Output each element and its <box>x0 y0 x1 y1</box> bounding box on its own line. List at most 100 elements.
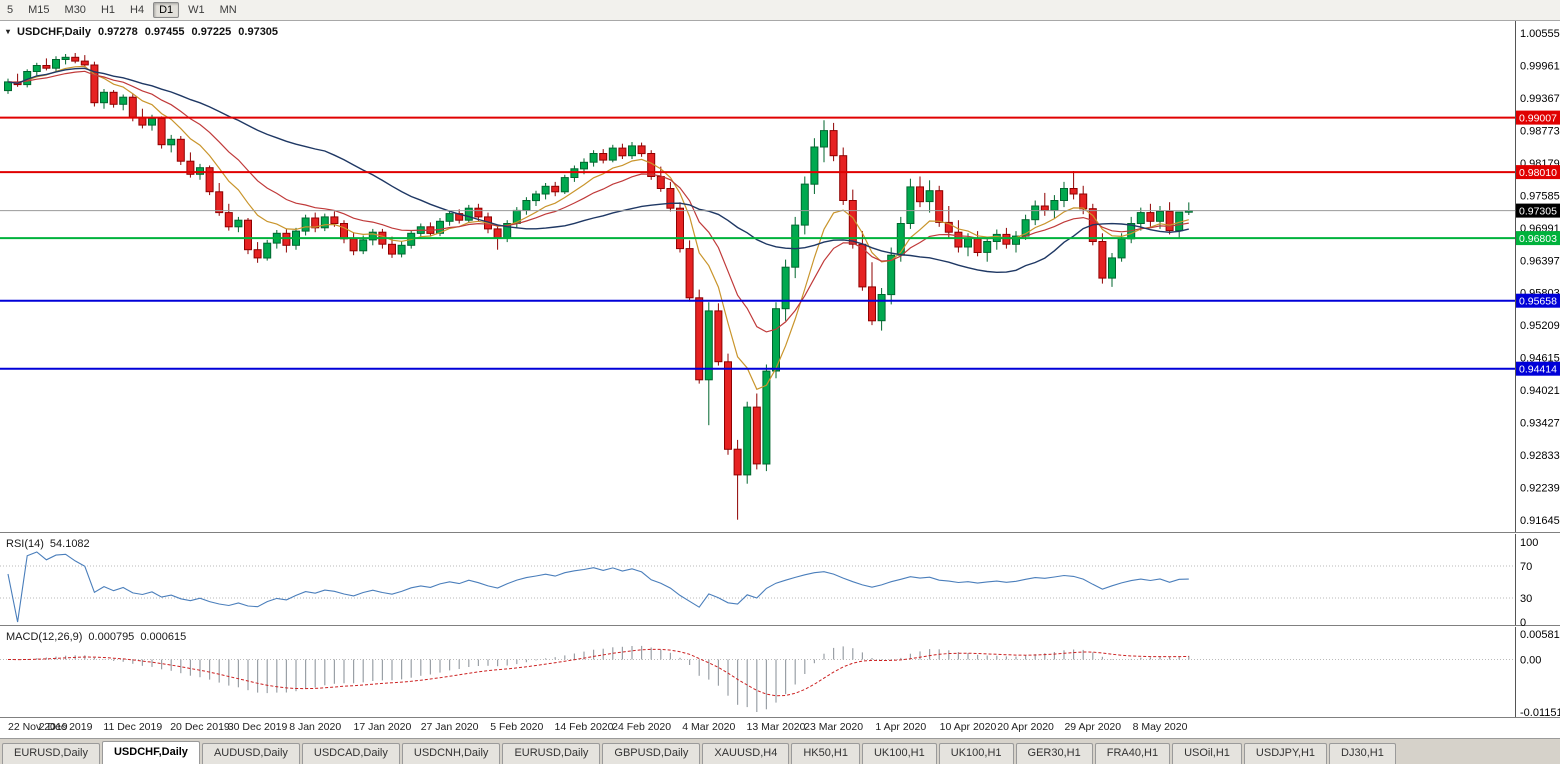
chart-area[interactable]: 1.00555 0.99961 0.99367 0.98773 0.98179 0.975… <box>0 21 1560 738</box>
bearish-candle <box>1146 212 1155 222</box>
bullish-candle <box>148 118 156 126</box>
price-label-box <box>1516 231 1560 246</box>
price-label-box <box>1516 293 1560 308</box>
price-label-text: 0.98010 <box>1519 167 1557 179</box>
price-axis-label: 0.93427 <box>1520 418 1560 430</box>
bearish-candle <box>1098 241 1107 279</box>
date-axis-label: 10 Apr 2020 <box>940 721 997 733</box>
timeframe-button-D1[interactable]: D1 <box>153 2 180 18</box>
symbol-dropdown-icon[interactable]: ▾ <box>6 27 11 36</box>
price-axis-label: 0.97585 <box>1520 190 1560 202</box>
bearish-candle <box>954 231 963 248</box>
date-axis-label: 1 Apr 2020 <box>875 721 926 733</box>
bullish-candle <box>32 65 41 72</box>
bearish-candle <box>1069 188 1078 195</box>
macd-signal-line <box>7 648 1189 697</box>
chart-canvas[interactable]: 1.005550.999610.993670.987730.981790.975… <box>0 21 1560 738</box>
bullish-candle <box>1136 212 1145 225</box>
chart-tab-usdcad-daily[interactable]: USDCAD,Daily <box>301 743 400 764</box>
bearish-candle <box>676 207 684 250</box>
bearish-candle <box>71 56 80 62</box>
macd-indicator-header: MACD(12,26,9) 0.000795 0.000615 <box>6 631 186 643</box>
bullish-candle <box>532 193 540 202</box>
macd-axis-label: 0.005818 <box>1520 629 1560 641</box>
bearish-candle <box>829 130 838 157</box>
timeframe-button-W1[interactable]: W1 <box>188 4 205 16</box>
chart-tab-audusd-daily[interactable]: AUDUSD,Daily <box>201 743 300 764</box>
bearish-candle <box>656 176 665 189</box>
chart-tab-usoil-h1[interactable]: USOil,H1 <box>1172 743 1242 764</box>
price-axis-label: 0.99367 <box>1520 93 1560 105</box>
bearish-candle <box>244 219 252 251</box>
chart-tab-usdchf-daily[interactable]: USDCHF,Daily <box>101 741 200 764</box>
bearish-candle <box>340 223 348 240</box>
bullish-candle <box>1012 235 1020 245</box>
chart-tab-eurusd-daily[interactable]: EURUSD,Daily <box>2 743 100 764</box>
bearish-candle <box>868 286 876 322</box>
bullish-candle <box>1117 238 1126 259</box>
chart-tab-gbpusd-daily[interactable]: GBPUSD,Daily <box>602 743 701 764</box>
date-axis-label: 11 Dec 2019 <box>103 721 162 733</box>
price-label-box <box>1516 110 1560 125</box>
bearish-candle <box>752 406 761 465</box>
bullish-candle <box>522 200 531 211</box>
timeframe-button-M30[interactable]: M30 <box>64 4 86 16</box>
bullish-candle <box>61 56 70 60</box>
bearish-candle <box>1040 205 1049 211</box>
timeframe-button-MN[interactable]: MN <box>219 4 237 16</box>
timeframe-button-5[interactable]: 5 <box>7 4 14 16</box>
timeframe-button-H4[interactable]: H4 <box>130 4 145 16</box>
bullish-candle <box>1156 211 1164 222</box>
bullish-candle <box>301 217 310 232</box>
bearish-candle <box>80 60 89 66</box>
date-axis-label: 23 Mar 2020 <box>804 721 863 733</box>
bearish-candle <box>128 96 137 118</box>
ohlc-close: 0.97305 <box>238 26 279 38</box>
window-tabbar: EURUSD,Daily USDCHF,Daily AUDUSD,Daily USDC… <box>0 738 1560 764</box>
chart-tab-uk100-h1[interactable]: UK100,H1 <box>938 743 1014 764</box>
chart-tab-usdjpy-h1[interactable]: USDJPY,H1 <box>1243 743 1328 764</box>
date-axis-label: 17 Jan 2020 <box>353 721 411 733</box>
bearish-candle <box>282 232 291 246</box>
price-axis-label: 0.94615 <box>1520 353 1560 365</box>
date-axis-label: 22 Nov 2019 <box>8 721 68 733</box>
chart-tab-eurusd-daily[interactable]: EURUSD,Daily <box>502 743 601 764</box>
date-axis-label: 5 Feb 2020 <box>490 721 543 733</box>
bullish-candle <box>628 145 636 157</box>
ohlc-high: 0.97455 <box>144 26 185 38</box>
chart-tab-uk100-h1[interactable]: UK100,H1 <box>861 743 937 764</box>
chart-tab-usdcnh-daily[interactable]: USDCNH,Daily <box>401 743 501 764</box>
bullish-candle <box>983 241 992 253</box>
date-axis-label: 30 Dec 2019 <box>228 721 288 733</box>
chart-tab-hk50-h1[interactable]: HK50,H1 <box>791 743 860 764</box>
rsi-axis-label: 30 <box>1520 593 1532 605</box>
bearish-candle <box>330 216 339 224</box>
date-axis-label: 14 Feb 2020 <box>555 721 614 733</box>
bearish-candle <box>973 238 982 254</box>
bullish-candle <box>4 81 12 92</box>
bullish-candle <box>810 146 819 185</box>
bearish-candle <box>42 65 51 69</box>
bullish-candle <box>772 308 780 372</box>
macd-value-signal: 0.000615 <box>140 631 187 643</box>
bullish-candle <box>580 161 588 170</box>
macd-axis-label: 0.00 <box>1520 655 1541 667</box>
date-axis-label: 20 Apr 2020 <box>997 721 1054 733</box>
bearish-candle <box>157 118 166 146</box>
timeframe-button-H1[interactable]: H1 <box>100 4 115 16</box>
price-label-text: 0.95658 <box>1519 296 1557 308</box>
timeframe-button-M15[interactable]: M15 <box>28 4 50 16</box>
bullish-candle <box>906 186 915 224</box>
bullish-candle <box>560 177 569 193</box>
chart-tab-dj30-h1[interactable]: DJ30,H1 <box>1329 743 1396 764</box>
chart-tab-ger30-h1[interactable]: GER30,H1 <box>1015 743 1093 764</box>
bullish-candle <box>167 138 176 146</box>
chart-tab-fra40-h1[interactable]: FRA40,H1 <box>1094 743 1171 764</box>
bearish-candle <box>599 153 608 161</box>
bearish-candle <box>90 64 99 104</box>
bullish-candle <box>541 185 550 195</box>
date-axis-label: 13 Mar 2020 <box>747 721 806 733</box>
chart-tab-xauusd-h4[interactable]: XAUUSD,H4 <box>702 743 790 764</box>
bearish-candle <box>724 361 732 450</box>
price-label-text: 0.96803 <box>1519 233 1557 245</box>
